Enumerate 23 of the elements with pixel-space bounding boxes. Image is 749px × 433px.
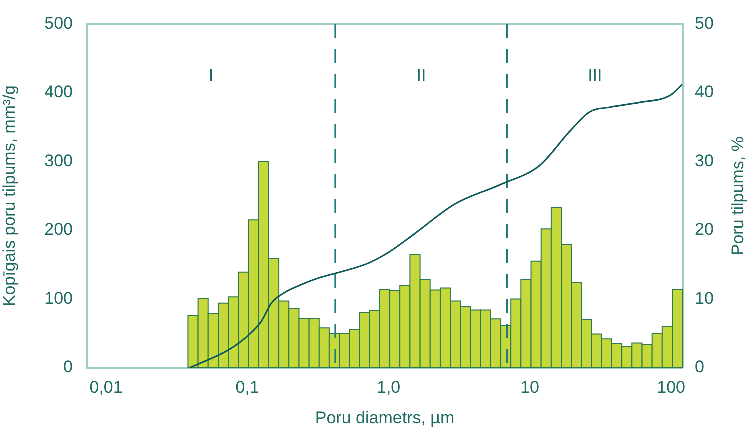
annotation: III — [588, 66, 602, 85]
x-tick-label: 100 — [657, 378, 686, 397]
x-tick-label: 0,01 — [90, 378, 123, 397]
x-axis-title: Poru diametrs, µm — [315, 408, 455, 428]
y2-tick-label: 20 — [695, 220, 714, 240]
y-tick-label: 200 — [44, 220, 73, 240]
x-tick-label: 1,0 — [376, 378, 401, 397]
annotation: II — [416, 66, 426, 85]
y2-tick-label: 10 — [695, 288, 714, 308]
x-tick-label: 10 — [520, 378, 540, 397]
y2-tick-label: 50 — [695, 14, 714, 33]
y2-tick-label: 0 — [695, 358, 704, 377]
y-tick-label: 500 — [44, 14, 73, 33]
x-tick-label: 0,1 — [236, 378, 260, 397]
y-axis-title: Kopīgais poru tilpums, mm³/g — [0, 86, 19, 307]
y-tick-label: 400 — [44, 82, 73, 102]
y-tick-label: 100 — [44, 288, 73, 308]
y2-tick-label: 30 — [695, 151, 714, 170]
y-tick-label: 0 — [64, 358, 73, 377]
y2-tick-label: 40 — [695, 82, 714, 102]
annotation: I — [208, 66, 214, 85]
y-tick-label: 300 — [44, 151, 73, 170]
y2-axis-title: Poru tilpums, % — [728, 136, 748, 256]
